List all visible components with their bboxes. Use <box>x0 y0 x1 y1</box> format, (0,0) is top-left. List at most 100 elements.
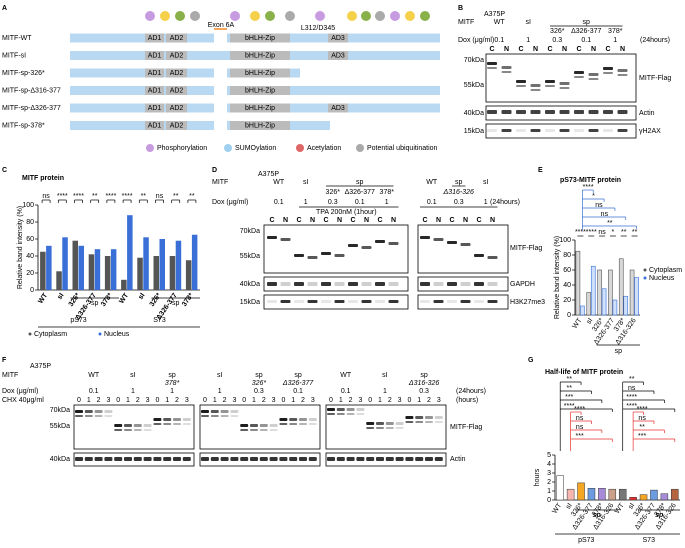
band <box>588 129 599 132</box>
bar <box>612 299 618 316</box>
label: bHLH-Zip <box>245 122 275 129</box>
band <box>474 300 484 303</box>
label: sp <box>255 372 263 379</box>
label: 0.3 <box>328 199 338 206</box>
label: MITF-Flag <box>510 245 542 252</box>
y-tick-label: 20 <box>26 270 34 277</box>
construct-name: MITF-sp-Δ326-377 <box>2 105 61 112</box>
y-tick-label: 4 <box>547 461 551 468</box>
label: 1 <box>417 397 421 404</box>
blot <box>199 404 321 450</box>
significance: **** <box>626 394 637 401</box>
label: Δ326-377 <box>571 28 601 35</box>
label: 326* <box>326 189 341 196</box>
domain <box>166 121 187 130</box>
label: Δ326-377 <box>345 189 375 196</box>
band <box>336 457 345 461</box>
construct-name: MITF-WT <box>2 35 32 42</box>
significance: ** <box>189 193 195 200</box>
band <box>530 89 541 91</box>
band <box>395 457 404 461</box>
band <box>348 300 358 303</box>
band <box>460 243 471 246</box>
y-tick-label: 1 <box>547 488 551 495</box>
ptm-site <box>285 11 295 21</box>
band <box>385 427 394 429</box>
label: C <box>377 217 382 224</box>
label: MITF <box>458 19 474 26</box>
label: A375P <box>484 11 505 18</box>
label: AD2 <box>170 35 184 42</box>
band <box>250 424 258 427</box>
band <box>395 422 404 425</box>
bar <box>575 250 581 316</box>
label: 0 <box>329 397 333 404</box>
label: 378* <box>608 28 623 35</box>
significance: ** <box>621 229 627 236</box>
band <box>433 238 444 241</box>
significance: ** <box>629 376 635 383</box>
label: 2 <box>349 397 353 404</box>
significance: ** <box>607 220 613 227</box>
label: 40kDa <box>464 110 484 117</box>
significance: **** <box>586 229 597 236</box>
bar <box>104 256 111 290</box>
y-tick-label: 60 <box>563 267 571 274</box>
significance: ns <box>595 202 603 209</box>
blot <box>73 404 195 450</box>
label: N <box>490 217 495 224</box>
significance: **** <box>122 193 133 200</box>
band <box>334 254 345 257</box>
label: 3 <box>106 397 110 404</box>
label: 0 <box>155 397 159 404</box>
band <box>487 110 497 114</box>
label: sp <box>455 179 463 186</box>
group-label: S73 <box>153 317 166 324</box>
x-tick-label: WT <box>118 292 130 306</box>
label: 0.3 <box>454 199 464 206</box>
band <box>133 424 142 427</box>
bar <box>175 240 182 290</box>
exon-gap <box>214 68 227 78</box>
label: N <box>533 46 538 53</box>
band <box>405 457 414 461</box>
band <box>530 129 541 132</box>
label: bHLH-Zip <box>245 70 275 77</box>
significance: ** <box>141 193 147 200</box>
band <box>356 413 365 415</box>
label: 0.1 <box>355 199 365 206</box>
band <box>356 408 365 411</box>
band <box>366 457 375 461</box>
band <box>124 457 132 461</box>
band <box>259 457 268 461</box>
label: bHLH-Zip <box>245 87 275 94</box>
label: AD2 <box>170 122 184 129</box>
label: MITF-Flag <box>639 75 671 82</box>
label: 0.3 <box>552 37 562 44</box>
band <box>321 300 331 303</box>
label: 0 <box>242 397 246 404</box>
construct-name: MITF-sp-326* <box>2 70 45 77</box>
band <box>294 300 304 303</box>
label: 3 <box>358 397 362 404</box>
significance: ** <box>173 193 179 200</box>
legend-label: Potential ubiquitination <box>367 145 438 152</box>
band <box>114 429 123 431</box>
label: AD2 <box>170 87 184 94</box>
band <box>434 457 443 461</box>
band <box>603 67 613 70</box>
band <box>294 254 304 257</box>
domain <box>145 51 164 60</box>
label: 0.1 <box>427 199 437 206</box>
band <box>559 82 570 85</box>
band <box>210 415 219 417</box>
band <box>366 422 375 425</box>
bar <box>629 497 637 501</box>
band <box>182 423 191 425</box>
band <box>153 423 162 425</box>
label: Actin <box>450 456 466 463</box>
label: 2 <box>136 397 140 404</box>
label: C <box>323 217 328 224</box>
x-tick-label: WT <box>37 292 49 306</box>
label: γH2AX <box>639 128 661 135</box>
